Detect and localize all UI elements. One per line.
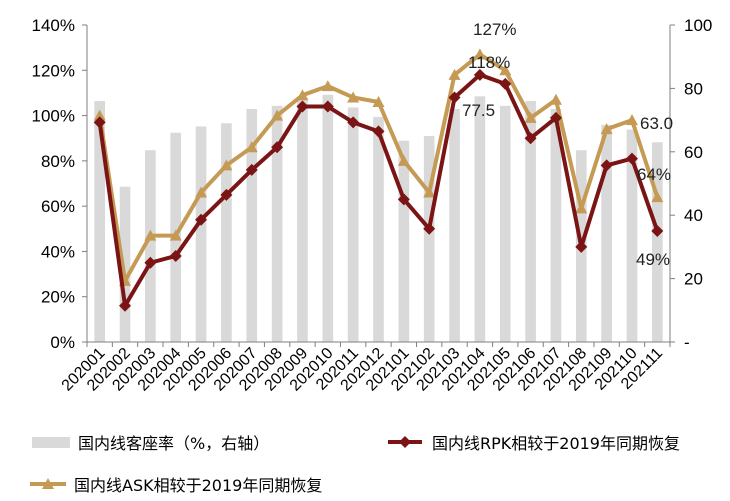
ask-point-202008 (271, 109, 284, 121)
legend-label-load-factor: 国内线客座率（%，右轴） (78, 434, 269, 453)
rpk-point-202008 (271, 141, 284, 154)
ask-point-202109 (600, 123, 613, 135)
annotation-ask-peak: 127% (473, 20, 516, 39)
right-tick-label: 100 (684, 16, 712, 35)
rpk-point-202002 (119, 299, 132, 312)
left-tick-label: 120% (32, 61, 75, 80)
left-tick-label: 60% (41, 197, 75, 216)
rpk-point-202105 (499, 77, 512, 90)
right-tick-label: 20 (684, 270, 703, 289)
bar-load-factor-202107 (550, 109, 562, 342)
bar-load-factor-202001 (94, 101, 105, 342)
bar-load-factor-202009 (297, 99, 308, 343)
rpk-point-202010 (321, 100, 334, 113)
bar-load-factor-202102 (423, 135, 435, 342)
annotation-load-factor-peak: 77.5 (462, 101, 495, 120)
legend-swatch-load-factor (32, 437, 70, 448)
rpk-point-202011 (347, 116, 360, 129)
ask-point-202111 (651, 191, 664, 203)
left-tick-label: 100% (32, 107, 75, 126)
rpk-point-202001 (93, 116, 106, 129)
rpk-point-202102 (423, 222, 436, 235)
ask-point-202006 (220, 159, 233, 171)
ask-point-202007 (245, 141, 258, 153)
ask-point-202009 (296, 89, 309, 101)
bar-load-factor-202105 (499, 105, 511, 343)
rpk-point-202108 (575, 240, 588, 253)
ask-point-202004 (169, 229, 182, 241)
bar-load-factor-202005 (195, 126, 207, 342)
ask-point-202012 (372, 95, 385, 107)
bar-load-factor-202007 (246, 109, 258, 342)
rpk-point-202007 (245, 163, 258, 176)
ask-point-202011 (347, 91, 360, 103)
ask-point-202005 (195, 186, 208, 198)
rpk-point-202103 (448, 91, 461, 104)
ask-point-202001 (93, 109, 106, 121)
ask-point-202104 (473, 48, 486, 60)
right-tick-label: 40 (684, 206, 703, 225)
rpk-point-202101 (397, 193, 410, 206)
bar-load-factor-202110 (626, 129, 638, 342)
legend-label-rpk: 国内线RPK相较于2019年同期恢复 (432, 434, 680, 453)
legend-marker-rpk (399, 436, 411, 448)
bar-load-factor-202111 (652, 142, 663, 342)
bar-load-factor-202006 (221, 123, 232, 343)
rpk-point-202004 (169, 249, 182, 262)
rpk-point-202111 (651, 225, 664, 238)
ask-point-202103 (448, 68, 461, 80)
bar-load-factor-202010 (322, 94, 334, 343)
annotation-load-factor-last: 63.0 (640, 114, 673, 133)
rpk-point-202107 (549, 111, 562, 124)
annotation-rpk-peak: 118% (468, 53, 510, 72)
left-tick-label: 0% (50, 333, 75, 352)
legend-marker-ask (42, 478, 54, 489)
ask-point-202105 (499, 64, 512, 76)
rpk-point-202005 (195, 213, 208, 226)
ask-point-202010 (321, 80, 334, 92)
ask-point-202110 (625, 114, 638, 126)
bar-load-factor-202104 (474, 96, 486, 342)
ask-point-202101 (397, 154, 410, 166)
bar-load-factor-202002 (119, 186, 131, 342)
left-tick-label: 20% (41, 288, 75, 307)
bar-load-factor-202103 (449, 109, 460, 342)
left-tick-label: 40% (41, 242, 75, 261)
ask-point-202106 (524, 111, 537, 123)
left-tick-label: 140% (32, 16, 75, 35)
bar-load-factor-202012 (373, 116, 384, 343)
rpk-point-202006 (220, 188, 233, 201)
right-tick-label: - (684, 333, 690, 352)
bar-load-factor-202101 (398, 140, 410, 342)
bar-load-factor-202109 (601, 124, 612, 342)
rpk-point-202012 (372, 125, 385, 138)
rpk-point-202109 (600, 159, 613, 172)
rpk-point-202009 (296, 100, 309, 113)
rpk-point-202110 (625, 152, 638, 165)
ask-point-202003 (144, 229, 157, 241)
annotation-ask-last: 64% (637, 165, 671, 184)
left-tick-label: 80% (41, 152, 75, 171)
annotation-rpk-last: 49% (636, 250, 670, 269)
right-tick-label: 60 (684, 143, 703, 162)
rpk-point-202104 (473, 68, 486, 81)
ask-point-202102 (423, 186, 436, 198)
ask-point-202108 (575, 202, 588, 214)
bar-load-factor-202011 (347, 107, 359, 342)
legend-label-ask: 国内线ASK相较于2019年同期恢复 (74, 476, 322, 495)
ask-point-202107 (549, 93, 562, 105)
bar-load-factor-202003 (145, 150, 156, 342)
right-tick-label: 80 (684, 79, 703, 98)
bar-load-factor-202008 (271, 105, 283, 343)
bar-load-factor-202106 (525, 101, 536, 342)
rpk-point-202106 (524, 132, 537, 145)
rpk-point-202003 (144, 256, 157, 269)
